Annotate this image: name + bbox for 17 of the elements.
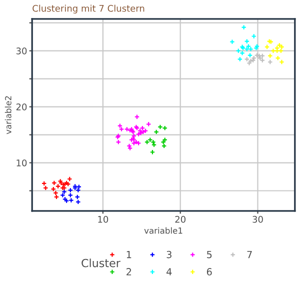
y-tick-label: 10 <box>16 159 27 166</box>
y-tick-label: 20 <box>16 104 27 110</box>
x-axis-title: variable1 <box>144 227 182 234</box>
x-tick-label: 20 <box>175 216 186 223</box>
legend-title: Cluster <box>82 258 120 268</box>
legend-label: 1 <box>126 251 132 258</box>
legend-label: 7 <box>247 251 252 258</box>
legend-label: 4 <box>166 268 172 276</box>
legend-label: 6 <box>206 268 212 276</box>
legend-label: 2 <box>126 268 132 276</box>
chart-title: Clustering mit 7 Clustern <box>32 4 144 14</box>
y-tick-label: 30 <box>16 48 27 54</box>
x-tick-label: 30 <box>252 216 263 223</box>
y-axis-title: variable2 <box>4 96 12 134</box>
legend-label: 3 <box>166 250 172 258</box>
legend-label: 5 <box>207 251 212 258</box>
x-tick-label: 10 <box>98 216 108 223</box>
